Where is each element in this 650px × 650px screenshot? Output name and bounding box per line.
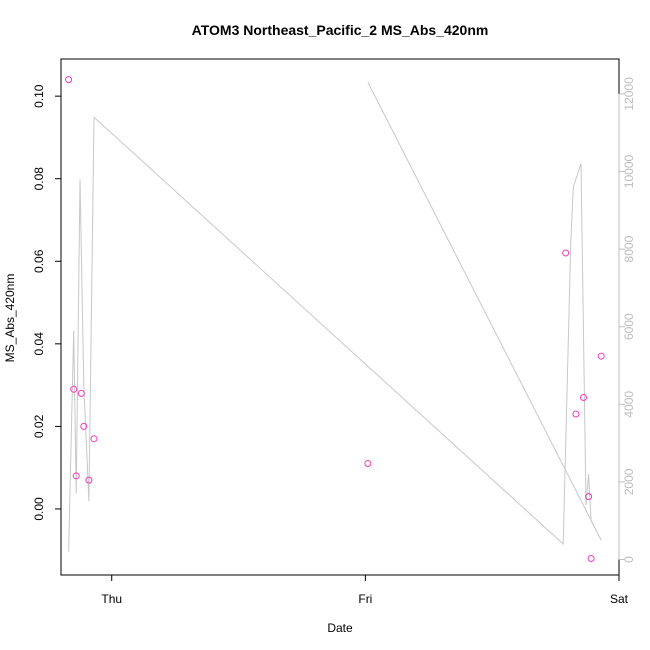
data-point-14	[597, 352, 605, 360]
y-right-tick-label-6: 12000	[622, 77, 636, 111]
points-series	[65, 76, 605, 562]
x-tick-label-sat: Sat	[610, 592, 629, 606]
data-point-1	[65, 76, 73, 84]
data-point-12	[585, 493, 593, 501]
data-point-2	[70, 385, 78, 393]
x-tick-label-fri: Fri	[358, 592, 372, 606]
chart-title: ATOM3 Northeast_Pacific_2 MS_Abs_420nm	[192, 22, 489, 38]
data-point-7	[90, 435, 98, 443]
y-left-tick-label-1: 0.02	[32, 414, 46, 438]
data-point-8	[364, 460, 372, 467]
axes: Thu Fri Sat 0.00 0.02 0.04 0.06 0.08 0.10 0 2000 40…	[32, 58, 636, 606]
y-left-tick-label-2: 0.04	[32, 332, 46, 356]
data-point-6	[85, 476, 93, 484]
y-axis-label: MS_Abs_420nm	[3, 274, 17, 363]
y-right-tick-label-5: 10000	[622, 154, 636, 188]
y-left-tick-label-0: 0.00	[32, 497, 46, 521]
x-tick-label-thu: Thu	[101, 592, 122, 606]
y-left-tick-label-5: 0.10	[32, 84, 46, 108]
data-point-11	[580, 394, 587, 401]
altitude-line	[68, 82, 602, 552]
data-point-13	[587, 555, 595, 562]
y-left-tick-label-4: 0.08	[32, 167, 46, 191]
data-point-5	[80, 422, 88, 430]
data-point-9	[562, 249, 570, 257]
y-right-tick-label-3: 6000	[622, 313, 636, 340]
data-point-10	[572, 410, 580, 418]
x-axis-label: Date	[327, 621, 353, 635]
plot-frame	[60, 58, 620, 576]
y-right-tick-label-0: 0	[622, 556, 636, 563]
data-point-3	[72, 472, 80, 480]
data-point-4	[77, 389, 85, 397]
y-right-tick-label-2: 4000	[622, 391, 636, 418]
y-right-tick-label-4: 8000	[622, 235, 636, 262]
y-right-tick-label-1: 2000	[622, 468, 636, 495]
altitude-series	[68, 82, 602, 552]
y-left-tick-label-3: 0.06	[32, 249, 46, 273]
